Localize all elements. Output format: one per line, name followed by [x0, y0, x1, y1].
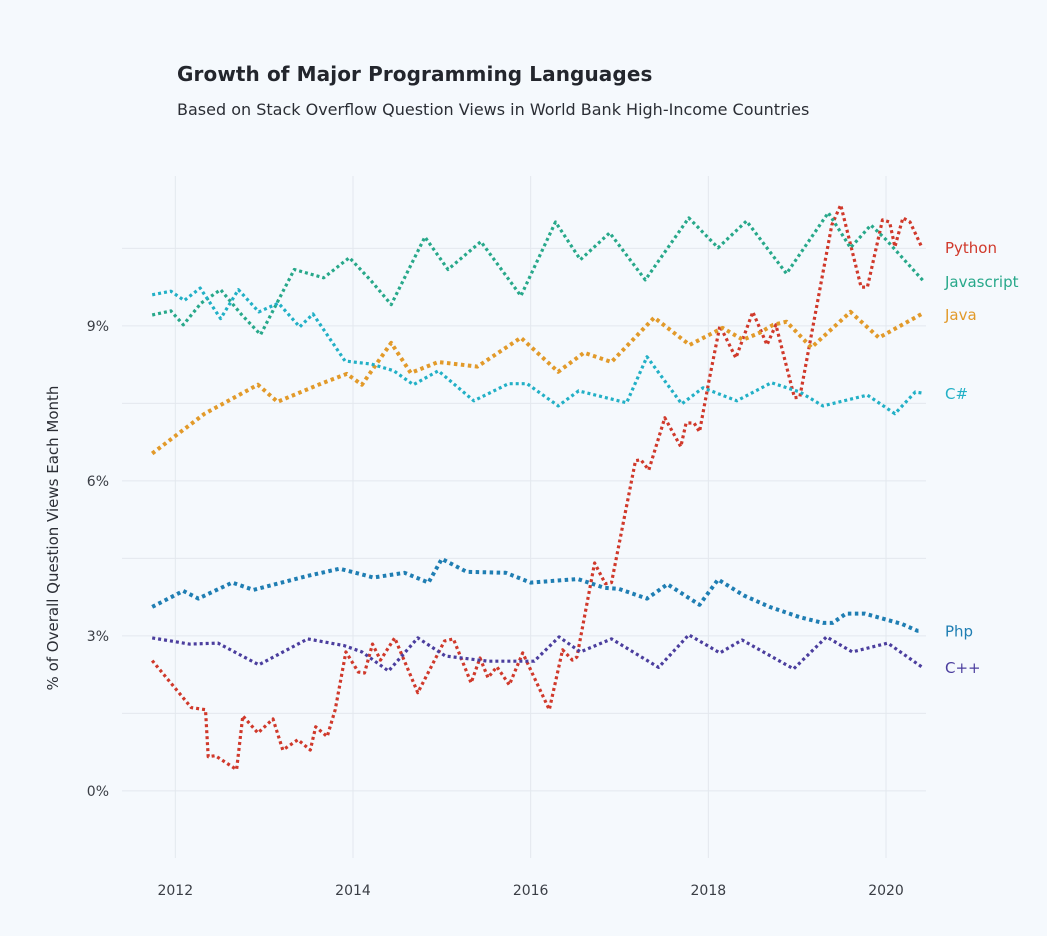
series-line-php [151, 556, 922, 633]
series-line-csharp [151, 286, 922, 416]
series-label-php: Php [945, 623, 973, 641]
x-axis-ticks: 2012 2014 2016 2018 2020 [157, 883, 903, 899]
series-label-cplusplus: C++ [945, 659, 981, 677]
y-tick-label: 9% [87, 319, 109, 335]
grid-layer [122, 176, 926, 858]
x-tick-label: 2014 [335, 883, 371, 899]
y-axis-ticks: 0% 3% 6% 9% [87, 319, 109, 800]
series-label-javascript: Javascript [944, 273, 1019, 291]
series-layer [150, 203, 925, 772]
series-line-javascript [151, 211, 925, 337]
series-line-python [150, 203, 924, 772]
x-tick-label: 2012 [157, 883, 193, 899]
x-tick-label: 2016 [513, 883, 549, 899]
series-label-java: Java [944, 306, 977, 324]
y-tick-label: 6% [87, 474, 109, 490]
y-axis-label: % of Overall Question Views Each Month [44, 386, 62, 691]
end-labels: Python Javascript Java C# Php C++ [944, 239, 1019, 677]
series-label-csharp: C# [945, 385, 968, 403]
series-label-python: Python [945, 239, 997, 257]
y-tick-label: 0% [87, 784, 109, 800]
chart-title: Growth of Major Programming Languages [177, 62, 653, 86]
series-line-cplusplus [151, 633, 923, 673]
series-line-java [150, 309, 923, 456]
x-tick-label: 2018 [691, 883, 727, 899]
y-tick-label: 3% [87, 629, 109, 645]
chart-subtitle: Based on Stack Overflow Question Views i… [177, 100, 810, 119]
x-tick-label: 2020 [868, 883, 904, 899]
